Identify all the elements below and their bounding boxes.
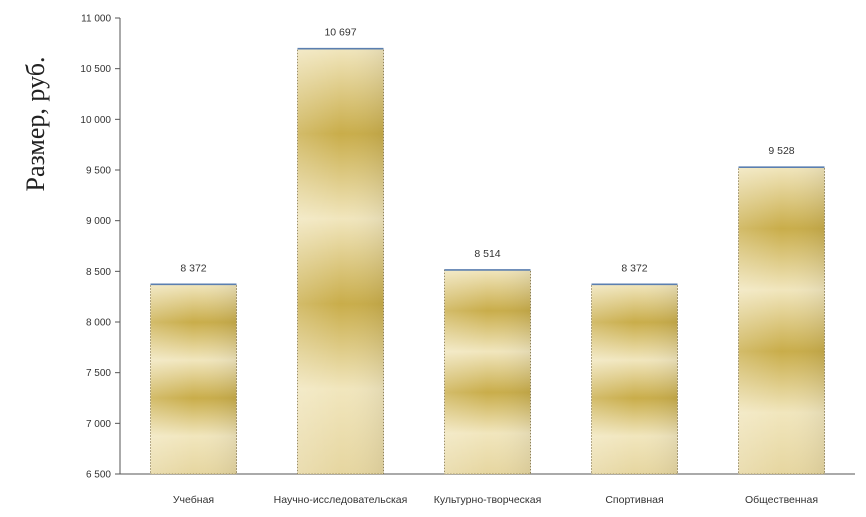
bar-value-label: 8 372 xyxy=(180,262,206,274)
category-labels-group: Учебная Научно-исследовательская Культурно… xyxy=(173,494,818,506)
bar-shading xyxy=(150,284,237,474)
value-labels-group: 8 372 10 697 8 514 8 372 9 528 xyxy=(180,27,794,275)
y-tick-label: 9 500 xyxy=(86,166,111,177)
y-tick-label: 8 000 xyxy=(86,318,111,329)
y-axis-ticks: 6 500 7 000 7 500 8 000 8 500 9 000 9 500 10 00… xyxy=(80,14,120,481)
bar-value-label: 8 514 xyxy=(474,248,500,260)
x-category-label: Научно-исследовательская xyxy=(274,494,408,506)
x-category-label: Учебная xyxy=(173,494,214,506)
x-category-label: Общественная xyxy=(745,494,818,506)
y-tick-label: 6 500 xyxy=(86,470,111,481)
x-category-label: Культурно-творческая xyxy=(434,494,542,506)
y-tick-label: 10 500 xyxy=(80,64,111,75)
bars-group xyxy=(150,47,825,475)
bar-value-label: 8 372 xyxy=(621,262,647,274)
bar-value-label: 9 528 xyxy=(768,145,794,157)
y-tick-label: 7 500 xyxy=(86,368,111,379)
y-tick-label: 7 000 xyxy=(86,419,111,430)
y-tick-label: 8 500 xyxy=(86,267,111,278)
bar-shading xyxy=(297,48,384,474)
bar-shading xyxy=(444,269,531,474)
y-axis-title: Размер, руб. xyxy=(21,57,50,192)
y-tick-label: 10 000 xyxy=(80,115,111,126)
bar-value-label: 10 697 xyxy=(324,27,356,39)
bar-shading xyxy=(738,167,825,475)
bar-shading xyxy=(591,284,678,474)
y-tick-label: 11 000 xyxy=(81,14,111,25)
y-tick-label: 9 000 xyxy=(86,216,111,227)
x-category-label: Спортивная xyxy=(605,494,663,506)
